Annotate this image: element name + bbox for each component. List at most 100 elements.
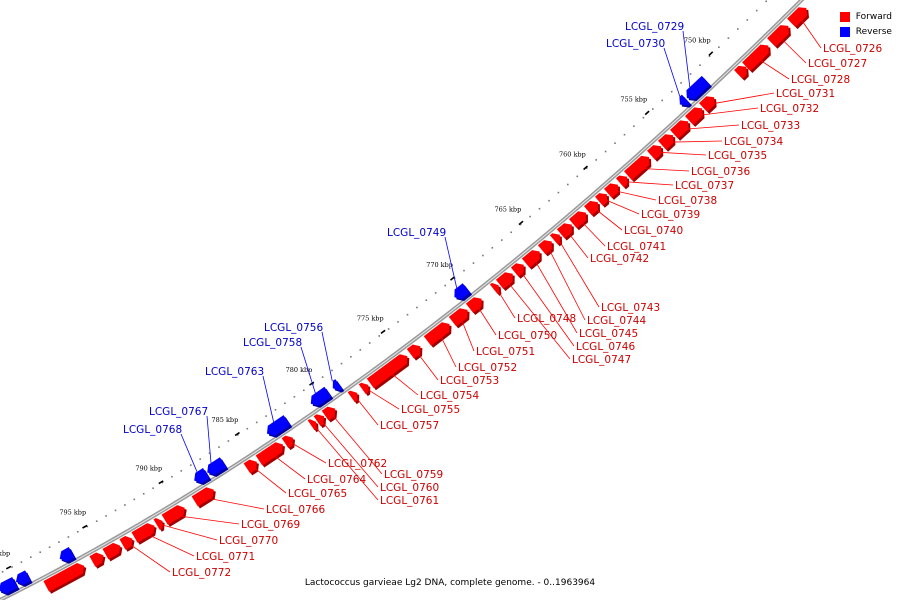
gene-features [0,7,809,596]
gene-label-lcgl-0768: LCGL_0768 [123,424,182,436]
leader-lcgl-0747 [506,280,571,360]
leader-lcgl-0732 [697,107,759,116]
forward-gene-13-body [584,200,598,216]
minor-tick-dot [255,421,258,424]
leader-lcgl-0734 [668,140,723,143]
leader-lcgl-0740 [593,207,623,231]
tick-mark [234,431,240,437]
legend-reverse: Reverse [839,24,892,39]
forward-gene-36 [161,505,187,527]
leader-lcgl-0731 [709,92,775,105]
minor-tick-dot [491,247,494,249]
forward-gene-40 [102,542,123,562]
leader-lcgl-0739 [604,198,640,215]
reverse-gene-7 [194,468,212,485]
gene-label-lcgl-0741: LCGL_0741 [607,241,666,253]
reverse-gene-10 [0,577,20,596]
forward-gene-2-body [742,44,769,71]
leader-lcgl-0749 [444,236,458,288]
gene-label-lcgl-0734: LCGL_0734 [724,136,783,148]
forward-gene-6 [670,120,691,141]
label-leaders [128,17,822,573]
forward-gene-18-body [521,250,540,268]
forward-gene-15-body [556,223,572,239]
minor-tick-dot [30,556,32,558]
tick-label-755-kbp: 755 kbp [620,96,647,104]
minor-tick-dot [501,239,503,241]
reverse-gene-5 [267,415,293,438]
major-ticks: 750 kbp 755 kbp 760 kbp 765 kbp 770 kbp 775 k… [0,37,714,570]
leader-lcgl-0728 [757,58,790,80]
leader-lcgl-0729 [682,30,691,88]
forward-gene-10-body [616,175,628,188]
forward-gene-42-body [43,563,85,592]
forward-gene-33 [255,442,285,468]
tick-label-775-kbp: 775 kbp [357,314,384,322]
forward-gene-39-body [119,536,133,550]
gene-label-lcgl-0743: LCGL_0743 [601,302,660,314]
forward-gene-32 [281,435,295,451]
genome-caption: Lactococcus garvieae Lg2 DNA, complete g… [304,578,596,588]
gene-label-lcgl-0742: LCGL_0742 [590,253,649,265]
reverse-gene-2 [454,283,473,301]
gene-label-lcgl-0754: LCGL_0754 [420,390,479,402]
leader-lcgl-0746 [519,270,575,347]
gene-label-lcgl-0765: LCGL_0765 [288,488,347,500]
minor-tick-dot [152,487,154,489]
minor-tick-dot [642,116,645,119]
minor-tick-dot [340,362,343,365]
gene-label-lcgl-0737: LCGL_0737 [675,180,734,192]
leader-lcgl-0764 [271,453,306,480]
forward-gene-35 [191,487,216,509]
leader-lcgl-0771 [145,533,195,557]
reverse-gene-3 [332,379,345,393]
reverse-gene-0 [686,75,712,101]
gene-label-lcgl-0746: LCGL_0746 [576,341,635,353]
forward-gene-38 [131,523,157,545]
leader-lcgl-0765 [252,466,287,494]
forward-gene-41-body [89,552,104,567]
minor-tick-dot [444,284,446,287]
minor-tick-dot [142,493,145,495]
reverse-gene-5-body [267,415,291,436]
forward-gene-1-body [767,25,789,47]
tick-label-780-kbp: 780 kbp [286,366,313,374]
gene-label-lcgl-0770: LCGL_0770 [219,535,278,547]
tick-label-750-kbp: 750 kbp [684,37,711,45]
forward-gene-26 [366,354,410,391]
minor-tick-dot [463,269,465,272]
minor-tick-dot [20,561,23,563]
minor-tick-dot [595,159,597,161]
minor-tick-dot [208,452,211,454]
tick-mark [518,220,524,226]
forward-gene-0 [787,7,809,30]
minor-tick-dot [350,356,352,358]
reverse-gene-6 [207,457,229,477]
reverse-gene-4-body [310,386,332,406]
minor-tick-dot [397,321,399,323]
forward-gene-27 [358,382,371,397]
gene-label-lcgl-0749: LCGL_0749 [387,227,446,239]
minor-tick-dot [105,515,107,517]
leader-lcgl-0733 [682,124,740,130]
minor-tick-dot [190,464,192,466]
gene-label-lcgl-0730: LCGL_0730 [606,38,665,50]
forward-gene-9-body [624,155,650,181]
reverse-gene-6-body [207,457,227,475]
minor-tick-dots [1,0,767,573]
forward-gene-6-body [670,120,689,139]
forward-gene-16-body [549,233,561,245]
leader-lcgl-0763 [262,375,274,422]
tick-mark [5,565,12,570]
minor-tick-dot [171,475,173,478]
tick-label-785-kbp: 785 kbp [212,416,239,424]
minor-tick-dot [604,150,607,153]
leader-lcgl-0727 [779,36,807,64]
minor-tick-dot [670,90,673,93]
leader-lcgl-0769 [175,515,240,525]
gene-label-lcgl-0744: LCGL_0744 [587,315,646,327]
forward-gene-18 [521,250,542,270]
forward-gene-24-body [423,322,450,346]
forward-gene-19-body [510,263,524,277]
minor-tick-dot [708,55,711,57]
